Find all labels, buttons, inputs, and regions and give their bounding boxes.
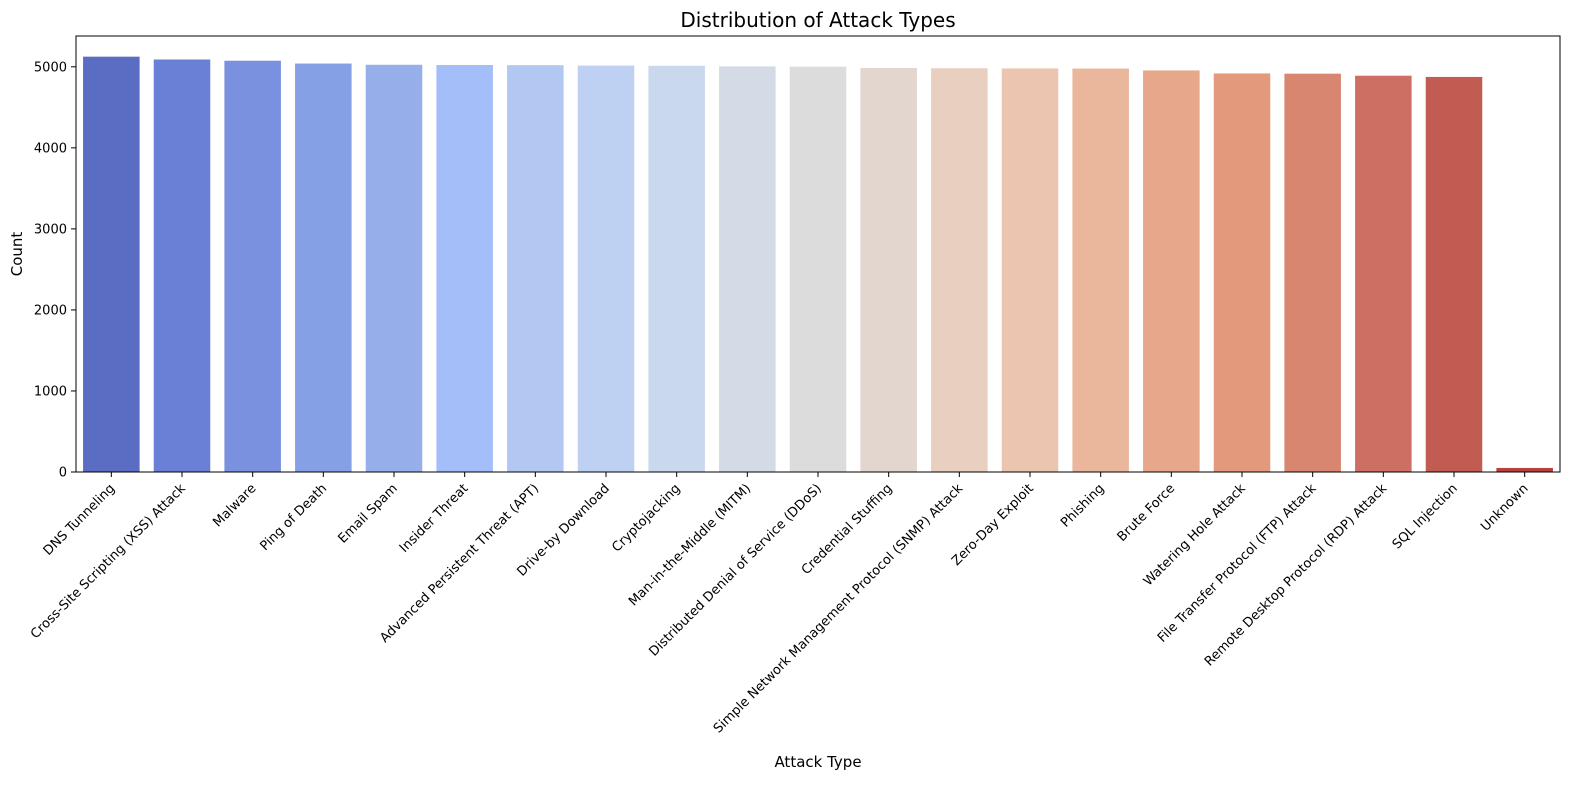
x-tick-label-20: Unknown [1478,481,1531,534]
x-tick-label-9: Man-in-the-Middle (MITM) [626,481,754,609]
bar-2 [224,60,281,473]
x-tick-label-17: File Transfer Protocol (FTP) Attack [1155,481,1320,646]
x-tick-label-6: Advanced Persistent Threat (APT) [377,481,542,646]
bar-10 [789,66,847,473]
x-tick-label-15: Brute Force [1115,481,1179,545]
y-axis-title: Count [8,232,26,277]
bar-13 [1001,68,1059,473]
bar-11 [860,68,917,472]
bar-1 [153,59,211,472]
x-tick-label-1: Cross-Site Scripting (XSS) Attack [28,481,189,642]
y-tick-label-2: 2000 [34,303,67,318]
x-tick-label-0: DNS Tunneling [41,481,118,558]
bar-9 [719,66,776,473]
x-tick-label-2: Malware [210,481,259,530]
bar-15 [1143,70,1200,472]
bar-20 [1496,467,1553,472]
x-tick-label-14: Phishing [1058,481,1107,530]
plot-frame [75,35,1561,473]
y-tick-label-1: 1000 [34,384,67,399]
x-tick-label-4: Email Spam [336,481,401,546]
x-tick-label-19: SQL Injection [1390,481,1461,552]
bar-17 [1284,73,1341,472]
bar-12 [931,68,988,472]
y-axis: 0 1000 2000 3000 4000 5000 [34,60,76,481]
bar-5 [436,65,493,473]
y-tick-label-0: 0 [59,466,67,481]
y-tick-label-4: 4000 [34,141,67,156]
bar-19 [1425,76,1483,472]
y-tick-label-3: 3000 [34,222,67,237]
bar-7 [577,65,635,472]
x-tick-label-5: Insider Threat [397,481,472,556]
bar-16 [1213,73,1271,473]
bar-3 [295,63,352,473]
bar-0 [83,56,140,472]
chart-title: Distribution of Attack Types [680,8,955,32]
bar-6 [507,65,564,473]
x-axis-title: Attack Type [774,753,861,771]
x-tick-label-8: Cryptojacking [609,481,683,555]
x-tick-label-12: Simple Network Management Protocol (SNMP… [711,481,967,737]
bars-layer [83,56,1553,473]
bar-4 [365,64,423,472]
bar-18 [1355,75,1412,473]
x-tick-label-3: Ping of Death [257,481,330,554]
bar-14 [1072,68,1129,473]
bar-8 [648,65,705,472]
y-tick-label-5: 5000 [34,60,67,75]
